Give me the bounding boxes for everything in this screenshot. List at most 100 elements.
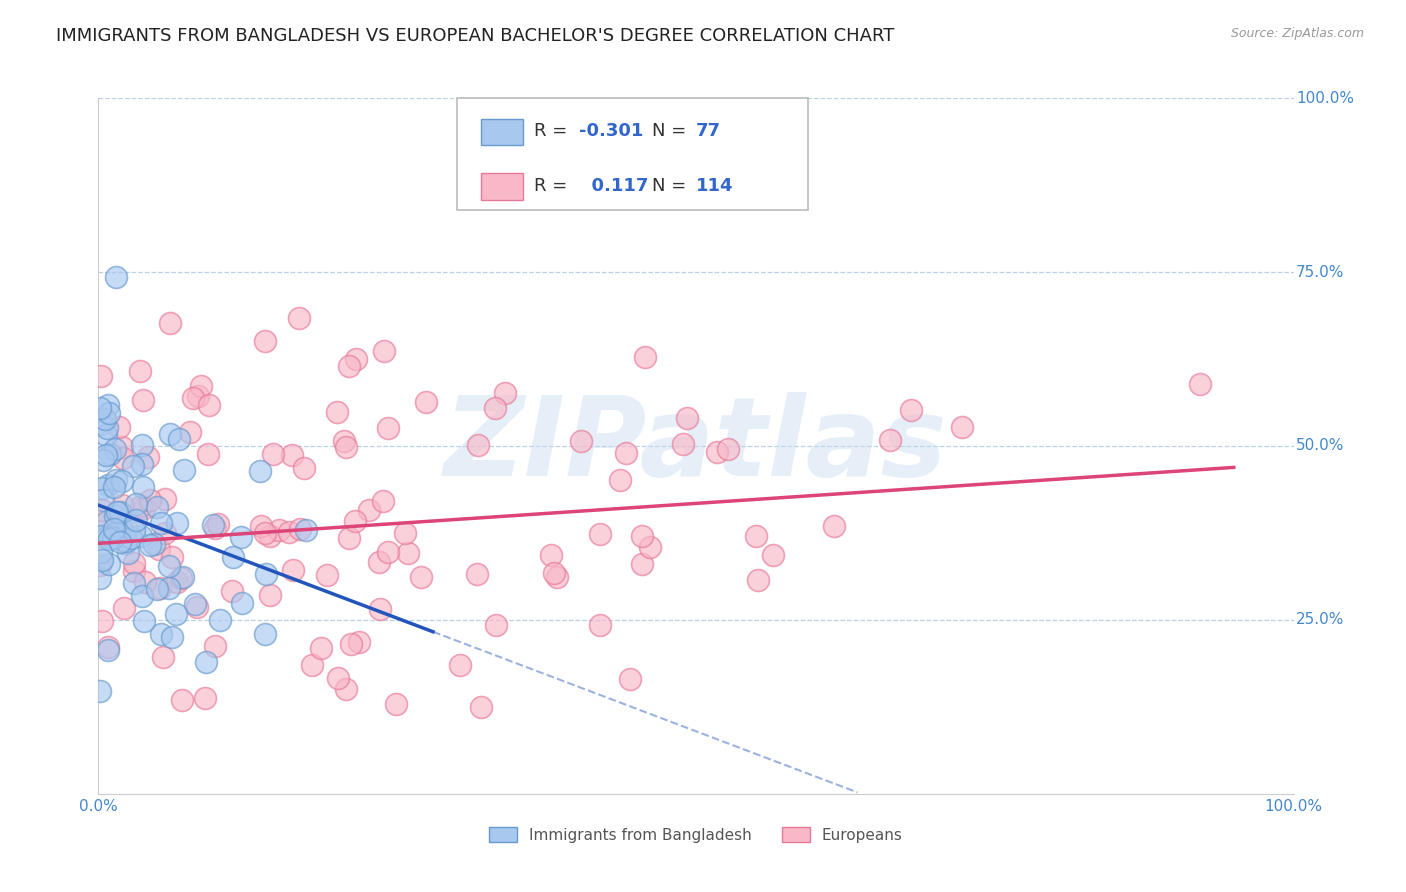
Point (198, 398, 221, 412)
Point (202, 517, 225, 532)
Point (89, 558, 111, 572)
Point (101, 531, 124, 545)
Point (288, 310, 311, 325)
Point (139, 493, 162, 508)
Point (344, 352, 367, 367)
Point (194, 691, 217, 706)
Point (97, 640, 120, 654)
Point (170, 571, 193, 585)
Point (267, 523, 290, 537)
Point (96, 530, 118, 544)
Point (301, 657, 323, 672)
Point (589, 617, 612, 632)
Point (90, 417, 112, 431)
Point (281, 449, 304, 463)
Point (172, 570, 194, 584)
Point (385, 697, 408, 711)
Point (204, 521, 226, 535)
Point (111, 498, 134, 512)
Point (209, 613, 232, 627)
Point (96, 514, 118, 528)
Point (108, 420, 131, 434)
Point (262, 448, 284, 462)
Text: IMMIGRANTS FROM BANGLADESH VS EUROPEAN BACHELOR'S DEGREE CORRELATION CHART: IMMIGRANTS FROM BANGLADESH VS EUROPEAN B… (56, 27, 894, 45)
Text: R =: R = (534, 177, 574, 194)
Point (195, 656, 218, 670)
Point (254, 627, 277, 641)
Text: -0.301: -0.301 (579, 122, 644, 140)
Point (449, 658, 471, 673)
Point (104, 270, 127, 285)
Point (89, 683, 111, 698)
Point (153, 491, 176, 506)
Point (377, 420, 399, 434)
Point (152, 649, 174, 664)
Point (609, 473, 631, 487)
Point (157, 559, 180, 574)
Point (136, 450, 159, 464)
Point (89, 571, 111, 585)
Point (343, 514, 366, 528)
Point (179, 425, 201, 440)
Point (111, 450, 134, 465)
Point (142, 537, 165, 551)
Point (619, 673, 641, 687)
Point (104, 526, 127, 541)
Point (415, 394, 437, 409)
Point (122, 575, 145, 590)
Point (465, 566, 488, 581)
Point (160, 549, 183, 564)
Point (115, 534, 138, 549)
Point (98, 557, 121, 571)
Point (589, 527, 612, 541)
Point (823, 519, 845, 533)
Point (134, 575, 156, 590)
Point (167, 432, 190, 446)
Point (108, 535, 131, 549)
Text: 75.0%: 75.0% (1296, 265, 1344, 279)
Point (155, 526, 177, 541)
Point (221, 550, 243, 565)
Point (540, 548, 562, 562)
Point (254, 334, 277, 349)
Point (94, 428, 117, 442)
Point (333, 434, 356, 449)
Point (103, 522, 125, 536)
Point (104, 442, 127, 456)
Point (254, 566, 277, 581)
Point (97, 478, 120, 492)
Point (160, 630, 183, 644)
Point (631, 529, 654, 543)
Point (253, 526, 276, 541)
Point (631, 557, 654, 571)
Point (90, 529, 112, 543)
Point (207, 516, 229, 531)
Point (190, 379, 212, 393)
Point (131, 457, 153, 471)
Point (97, 642, 120, 657)
Point (368, 555, 391, 569)
Point (157, 581, 180, 595)
Point (484, 618, 506, 632)
Point (368, 602, 391, 616)
Point (170, 692, 193, 706)
Point (90, 369, 112, 384)
Point (543, 566, 565, 581)
Point (546, 570, 568, 584)
Point (90, 482, 112, 496)
Point (326, 671, 349, 685)
Point (125, 498, 148, 512)
Point (494, 385, 516, 400)
Point (335, 440, 357, 454)
Point (173, 463, 195, 477)
Point (105, 474, 128, 488)
Point (122, 459, 145, 474)
Point (131, 529, 153, 543)
Point (132, 480, 155, 494)
Text: 114: 114 (696, 177, 734, 194)
Point (377, 545, 399, 559)
Point (569, 434, 592, 449)
Point (150, 627, 173, 641)
Point (120, 531, 142, 545)
Point (117, 546, 139, 560)
